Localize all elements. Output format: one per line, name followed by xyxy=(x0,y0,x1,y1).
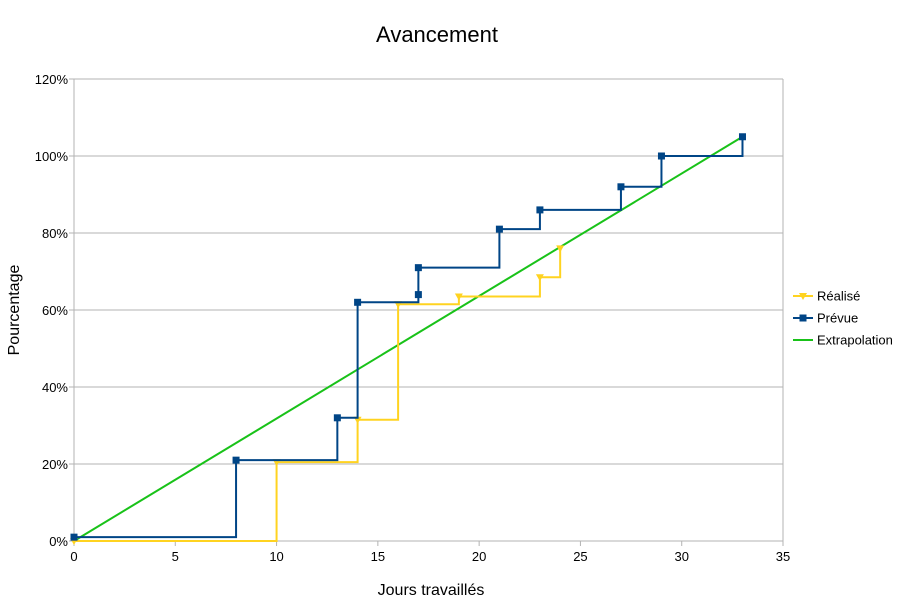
data-point xyxy=(556,245,565,253)
y-tick-label: 40% xyxy=(42,380,68,395)
x-tick-label: 25 xyxy=(573,549,587,564)
x-tick-label: 30 xyxy=(674,549,688,564)
x-tick-label: 35 xyxy=(776,549,790,564)
plot-series xyxy=(70,133,746,545)
data-point xyxy=(354,298,362,306)
chart-title: Avancement xyxy=(376,22,498,47)
data-point xyxy=(657,152,665,160)
legend-label: Extrapolation xyxy=(817,333,893,348)
series-line xyxy=(74,136,744,539)
legend-label: Réalisé xyxy=(817,289,860,304)
x-tick-label: 20 xyxy=(472,549,486,564)
y-axis-title: Pourcentage xyxy=(6,265,23,356)
legend-marker xyxy=(799,293,807,300)
x-tick-label: 0 xyxy=(70,549,77,564)
data-point xyxy=(232,456,240,464)
data-point xyxy=(738,133,746,141)
x-axis-title: Jours travaillés xyxy=(378,582,485,599)
grid xyxy=(74,78,783,542)
legend-marker xyxy=(799,314,807,322)
data-point xyxy=(414,291,422,299)
series-1 xyxy=(70,133,746,541)
data-point xyxy=(535,274,544,282)
series-2 xyxy=(73,135,744,542)
y-tick-label: 120% xyxy=(35,72,69,87)
series-line xyxy=(73,135,744,542)
data-point xyxy=(70,533,78,541)
data-point xyxy=(333,414,341,422)
data-point xyxy=(536,206,544,214)
y-tick-label: 20% xyxy=(42,457,68,472)
legend-entry: Réalisé xyxy=(793,289,860,304)
data-point xyxy=(617,183,625,191)
data-point xyxy=(454,293,463,301)
data-point xyxy=(414,264,422,272)
legend-entry: Extrapolation xyxy=(793,333,893,348)
legend-entry: Prévue xyxy=(793,311,858,326)
y-tick-label: 60% xyxy=(42,303,68,318)
data-point xyxy=(495,225,503,233)
y-tick-label: 80% xyxy=(42,226,68,241)
legend-label: Prévue xyxy=(817,311,858,326)
axes xyxy=(69,78,784,546)
tick-labels: 0% 20% 40% 60% 80% 100% 120% 0 5 10 15 20 25 30 35 xyxy=(35,72,790,564)
legend: Réalisé Prévue Extrapolation xyxy=(793,289,893,348)
x-tick-label: 15 xyxy=(371,549,385,564)
x-tick-label: 5 xyxy=(172,549,179,564)
y-tick-label: 100% xyxy=(35,149,69,164)
y-tick-label: 0% xyxy=(49,534,68,549)
x-tick-label: 10 xyxy=(269,549,283,564)
